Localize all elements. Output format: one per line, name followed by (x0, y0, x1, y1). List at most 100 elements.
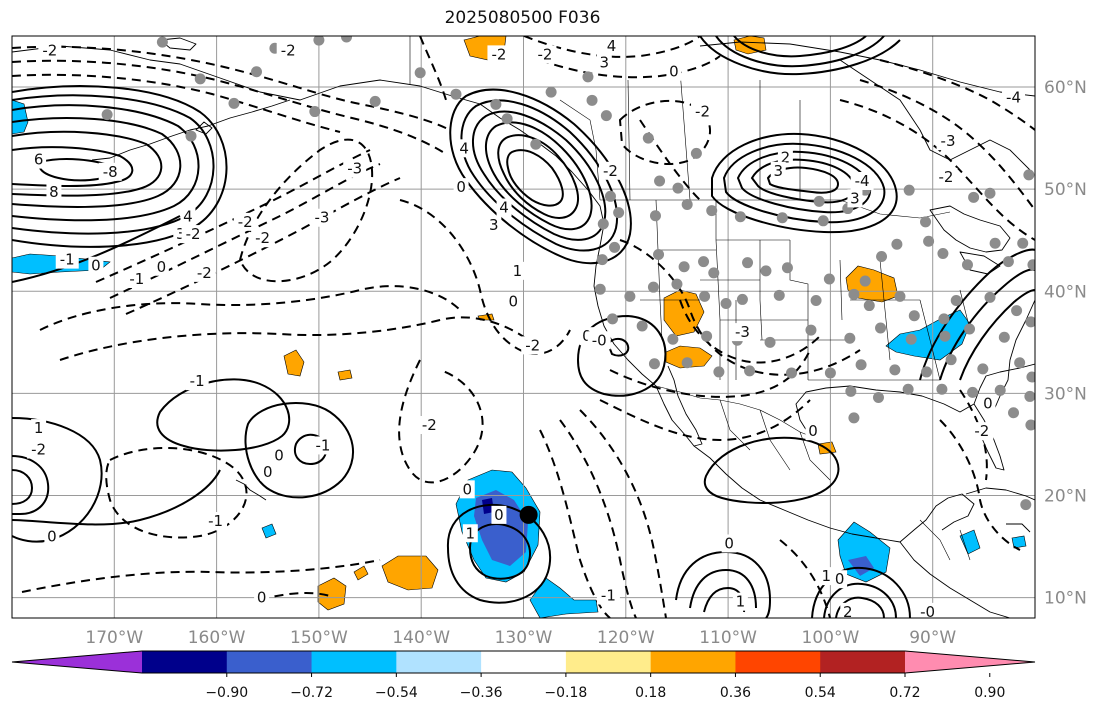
anomaly-shading (12, 36, 1027, 618)
contour-label-background (721, 534, 737, 553)
contour-value-label: -2 (42, 41, 57, 59)
contour-label-background (936, 132, 960, 151)
positive-shading-area (353, 565, 369, 581)
station-marker (938, 313, 950, 325)
negative-contour (109, 163, 381, 299)
contour-label-background (38, 41, 62, 60)
contour-value-label: -2 (238, 213, 253, 231)
negative-contour (939, 419, 1021, 551)
contour-label-background (691, 102, 715, 121)
negative-contour (879, 59, 1035, 131)
station-marker (773, 289, 785, 301)
station-marker (609, 241, 621, 253)
latitude-tick-label: 10°N (1044, 589, 1087, 609)
contour-value-label: 0 (508, 292, 518, 310)
station-marker (891, 238, 903, 250)
contour-value-label: 0 (582, 327, 592, 345)
station-marker (450, 88, 462, 100)
station-marker (309, 106, 321, 118)
contour-value-label: 0 (669, 63, 679, 81)
station-marker (600, 110, 612, 122)
contour-value-label: 4 (499, 199, 509, 217)
station-marker (937, 247, 949, 259)
positive-contour (959, 289, 1035, 381)
station-marker (648, 358, 660, 370)
station-marker (734, 211, 746, 223)
positive-shading-area (663, 289, 705, 337)
colorbar-segment (311, 651, 397, 673)
contour-value-label: -0 (920, 603, 935, 621)
station-marker (939, 330, 951, 342)
contour-label-background (310, 208, 334, 227)
contour-value-label: 0 (983, 395, 993, 413)
station-marker (654, 175, 666, 187)
contour-value-label: 0 (494, 506, 504, 524)
negative-contour (599, 399, 811, 442)
station-marker (678, 261, 690, 273)
contour-value-label: -3 (735, 323, 750, 341)
station-marker (1017, 237, 1029, 249)
contour-value-label: 4 (607, 37, 617, 55)
positive-contour (733, 36, 867, 58)
contour-label-background (98, 162, 122, 181)
contour-label-background (453, 178, 469, 197)
positive-contour (12, 146, 134, 187)
station-marker (844, 332, 856, 344)
contour-label-background (1002, 88, 1026, 107)
longitude-tick-label: 130°W (495, 628, 553, 648)
positive-shading-area (665, 345, 713, 369)
station-marker (228, 97, 240, 109)
positive-contour (675, 550, 772, 618)
colorbar-outline (11, 650, 1036, 674)
positive-contour (835, 596, 885, 618)
contour-label-background (598, 161, 622, 180)
station-marker (681, 357, 693, 369)
contour-value-label: 2 (781, 149, 791, 167)
station-marker (698, 256, 710, 268)
station-marker (936, 383, 948, 395)
station-marker (185, 130, 197, 142)
contour-label-background (596, 53, 612, 72)
contour-label-background (44, 527, 60, 546)
contour-label-background (730, 323, 754, 342)
contour-label-background (260, 462, 276, 481)
contour-label-background (343, 159, 367, 178)
colorbar-tick-label: 0.18 (635, 685, 666, 701)
positive-contour (471, 110, 607, 241)
contour-value-label: -2 (974, 422, 989, 440)
negative-contour (399, 199, 571, 355)
colorbar-segment (142, 651, 228, 673)
contour-value-label: -8 (103, 163, 118, 181)
contour-label-background (88, 256, 104, 275)
contour-label-background (970, 422, 994, 441)
contour-value-label: 3 (176, 225, 186, 243)
station-marker (848, 288, 860, 300)
baja-california (655, 365, 703, 447)
aleutian-islands (91, 99, 291, 161)
contour-label-background (233, 212, 257, 231)
contour-label-background (487, 45, 511, 64)
station-marker (977, 363, 989, 375)
station-marker (813, 195, 825, 207)
station-marker (945, 354, 957, 366)
latitude-labels: 60°N 50°N 40°N 30°N 20°N 10°N (1044, 78, 1087, 609)
station-marker (720, 298, 732, 310)
positive-shading-area (337, 369, 353, 381)
contour-value-label: 1 (466, 524, 476, 542)
positive-shading-area (733, 36, 767, 55)
contour-label-background (181, 225, 205, 244)
canadian-province-borders (559, 69, 801, 201)
contour-value-label: 0 (835, 570, 845, 588)
station-marker (964, 323, 976, 335)
latitude-tick-label: 40°N (1044, 282, 1087, 302)
contour-value-label: 1 (34, 419, 44, 437)
map-frame (11, 35, 1036, 619)
negative-contour (779, 539, 831, 618)
contour-label-background (456, 139, 472, 158)
contour-label-background (192, 263, 216, 282)
station-marker (594, 283, 606, 295)
positive-contour (722, 142, 886, 224)
station-marker (994, 384, 1006, 396)
contour-value-label: -2 (422, 416, 437, 434)
